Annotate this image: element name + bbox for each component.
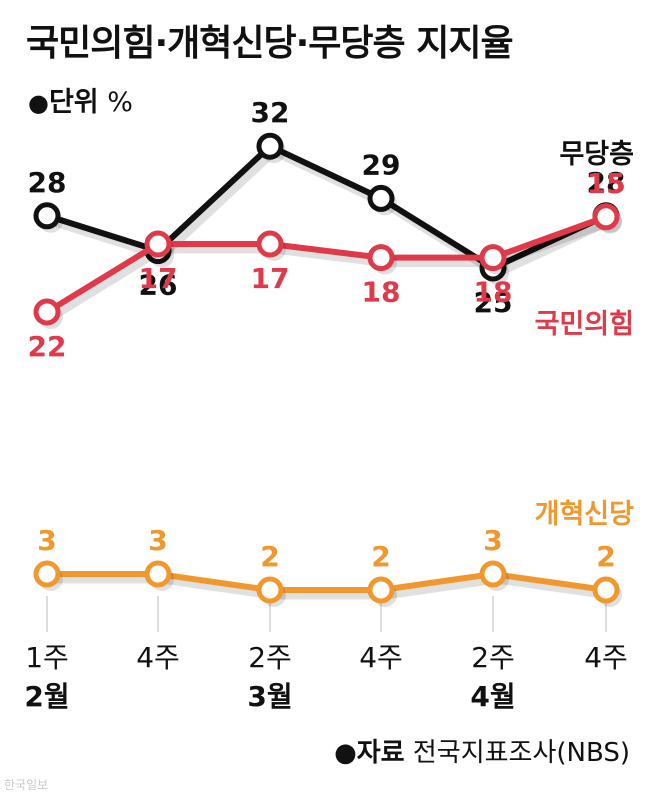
data-point-reform [33, 560, 61, 588]
month-label: 3월 [247, 680, 292, 713]
data-point-undecided [256, 132, 284, 160]
data-label-reform: 3 [37, 524, 56, 557]
month-label: 2월 [24, 680, 69, 713]
data-label-ppp: 22 [28, 330, 67, 363]
data-label-ppp: 17 [139, 262, 178, 295]
data-point-ppp [367, 244, 395, 272]
x-tick-label: 2주 [471, 641, 515, 674]
x-tick-label: 2주 [248, 641, 292, 674]
data-label-undecided: 28 [587, 166, 626, 199]
unit-note: ●단위 % [28, 80, 133, 119]
data-point-reform [367, 576, 395, 604]
series-shadow-ppp [48, 217, 612, 321]
x-tick-label: 1주 [25, 641, 69, 674]
data-point-reform [144, 560, 172, 588]
data-label-undecided: 28 [28, 166, 67, 199]
data-label-undecided: 29 [362, 148, 401, 181]
unit-label: 단위 [48, 87, 99, 118]
data-label-reform: 3 [148, 524, 167, 557]
series-name-ppp: 국민의힘 [535, 309, 634, 340]
data-point-ppp [33, 298, 61, 326]
data-point-ppp [592, 203, 620, 231]
series-shadow-reform [51, 574, 611, 600]
watermark: 한국일보 [4, 778, 49, 792]
series-line-undecided [46, 143, 608, 271]
month-label: 4월 [470, 680, 515, 713]
x-tick-label: 4주 [359, 641, 403, 674]
data-point-ppp [479, 244, 507, 272]
data-label-undecided: 32 [251, 96, 290, 129]
data-point-undecided [367, 184, 395, 212]
data-label-reform: 2 [596, 540, 615, 573]
data-label-reform: 2 [260, 540, 279, 573]
data-label-reform: 2 [371, 540, 390, 573]
data-point-undecided [33, 202, 61, 230]
chart-title: 국민의힘·개혁신당·무당층 지지율 [26, 23, 514, 64]
data-label-undecided: 25 [474, 286, 513, 319]
data-label-ppp: 18 [362, 276, 401, 309]
data-label-ppp: 17 [251, 262, 290, 295]
unit-bullet: ● [28, 89, 49, 117]
data-point-ppp [144, 230, 172, 258]
series-line-reform [47, 571, 607, 593]
source-text: 전국지표조사(NBS) [412, 738, 630, 768]
data-label-reform: 3 [483, 524, 502, 557]
data-point-reform [256, 576, 284, 604]
data-point-ppp [256, 230, 284, 258]
unit-symbol: % [107, 87, 133, 118]
x-tick-label: 4주 [136, 641, 180, 674]
source-label: 자료 [356, 738, 405, 768]
x-tick-label: 4주 [584, 641, 628, 674]
series-line-ppp [45, 213, 608, 315]
data-label-ppp: 15 [587, 167, 626, 200]
source-note: ●자료 전국지표조사(NBS) [334, 732, 630, 769]
data-label-ppp: 18 [474, 276, 513, 309]
series-name-reform: 개혁신당 [535, 499, 635, 530]
data-label-undecided: 26 [139, 269, 178, 302]
data-point-reform [592, 576, 620, 604]
source-bullet: ● [334, 738, 357, 768]
data-point-reform [479, 560, 507, 588]
series-name-undecided: 무당층 [559, 139, 634, 170]
